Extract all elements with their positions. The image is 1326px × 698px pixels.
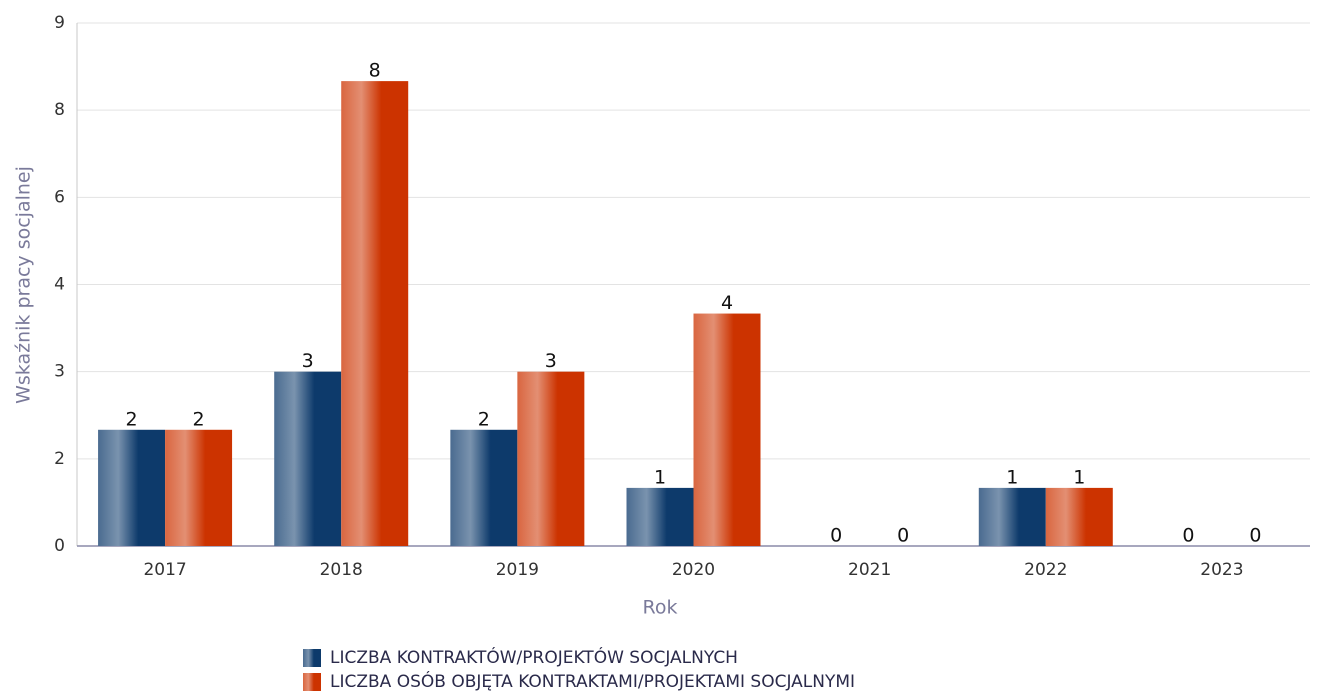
bar: [517, 371, 585, 546]
data-label: 2: [193, 408, 205, 430]
x-tick-label: 2017: [143, 560, 186, 580]
x-axis-title: Rok: [643, 597, 678, 619]
legend-swatch: [303, 673, 321, 691]
data-label: 0: [1182, 525, 1194, 547]
data-label: 1: [1073, 466, 1085, 488]
y-tick-label: 3: [54, 362, 65, 382]
data-label: 3: [302, 350, 314, 372]
bar: [165, 429, 233, 546]
bar: [693, 313, 761, 546]
y-tick-label: 2: [54, 449, 65, 469]
bar: [978, 487, 1046, 546]
data-label: 4: [721, 292, 733, 314]
data-label: 8: [369, 60, 381, 82]
x-tick-label: 2018: [320, 560, 363, 580]
x-tick-label: 2020: [672, 560, 715, 580]
bar: [274, 371, 342, 546]
x-tick-label: 2023: [1200, 560, 1243, 580]
legend-swatch: [303, 649, 321, 667]
data-label: 0: [830, 525, 842, 547]
legend-label: LICZBA KONTRAKTÓW/PROJEKTÓW SOCJALNYCH: [330, 646, 738, 668]
data-label: 2: [126, 408, 138, 430]
y-tick-label: 6: [54, 187, 65, 207]
x-tick-label: 2022: [1024, 560, 1067, 580]
data-label: 3: [545, 350, 557, 372]
bar: [626, 487, 694, 546]
x-tick-label: 2019: [496, 560, 539, 580]
y-tick-label: 4: [54, 275, 65, 295]
bar: [1045, 487, 1113, 546]
bar: [98, 429, 166, 546]
y-tick-label: 0: [54, 536, 65, 556]
bar: [450, 429, 518, 546]
data-label: 0: [1249, 525, 1261, 547]
x-tick-label: 2021: [848, 560, 891, 580]
data-label: 2: [478, 408, 490, 430]
y-tick-label: 9: [54, 13, 65, 33]
data-label: 1: [1006, 466, 1018, 488]
data-label: 0: [897, 525, 909, 547]
y-tick-label: 8: [54, 100, 65, 120]
data-label: 1: [654, 466, 666, 488]
bar: [341, 81, 409, 546]
y-axis-title: Wskaźnik pracy socjalnej: [13, 166, 35, 404]
legend-label: LICZBA OSÓB OBJĘTA KONTRAKTAMI/PROJEKTAM…: [330, 670, 855, 692]
